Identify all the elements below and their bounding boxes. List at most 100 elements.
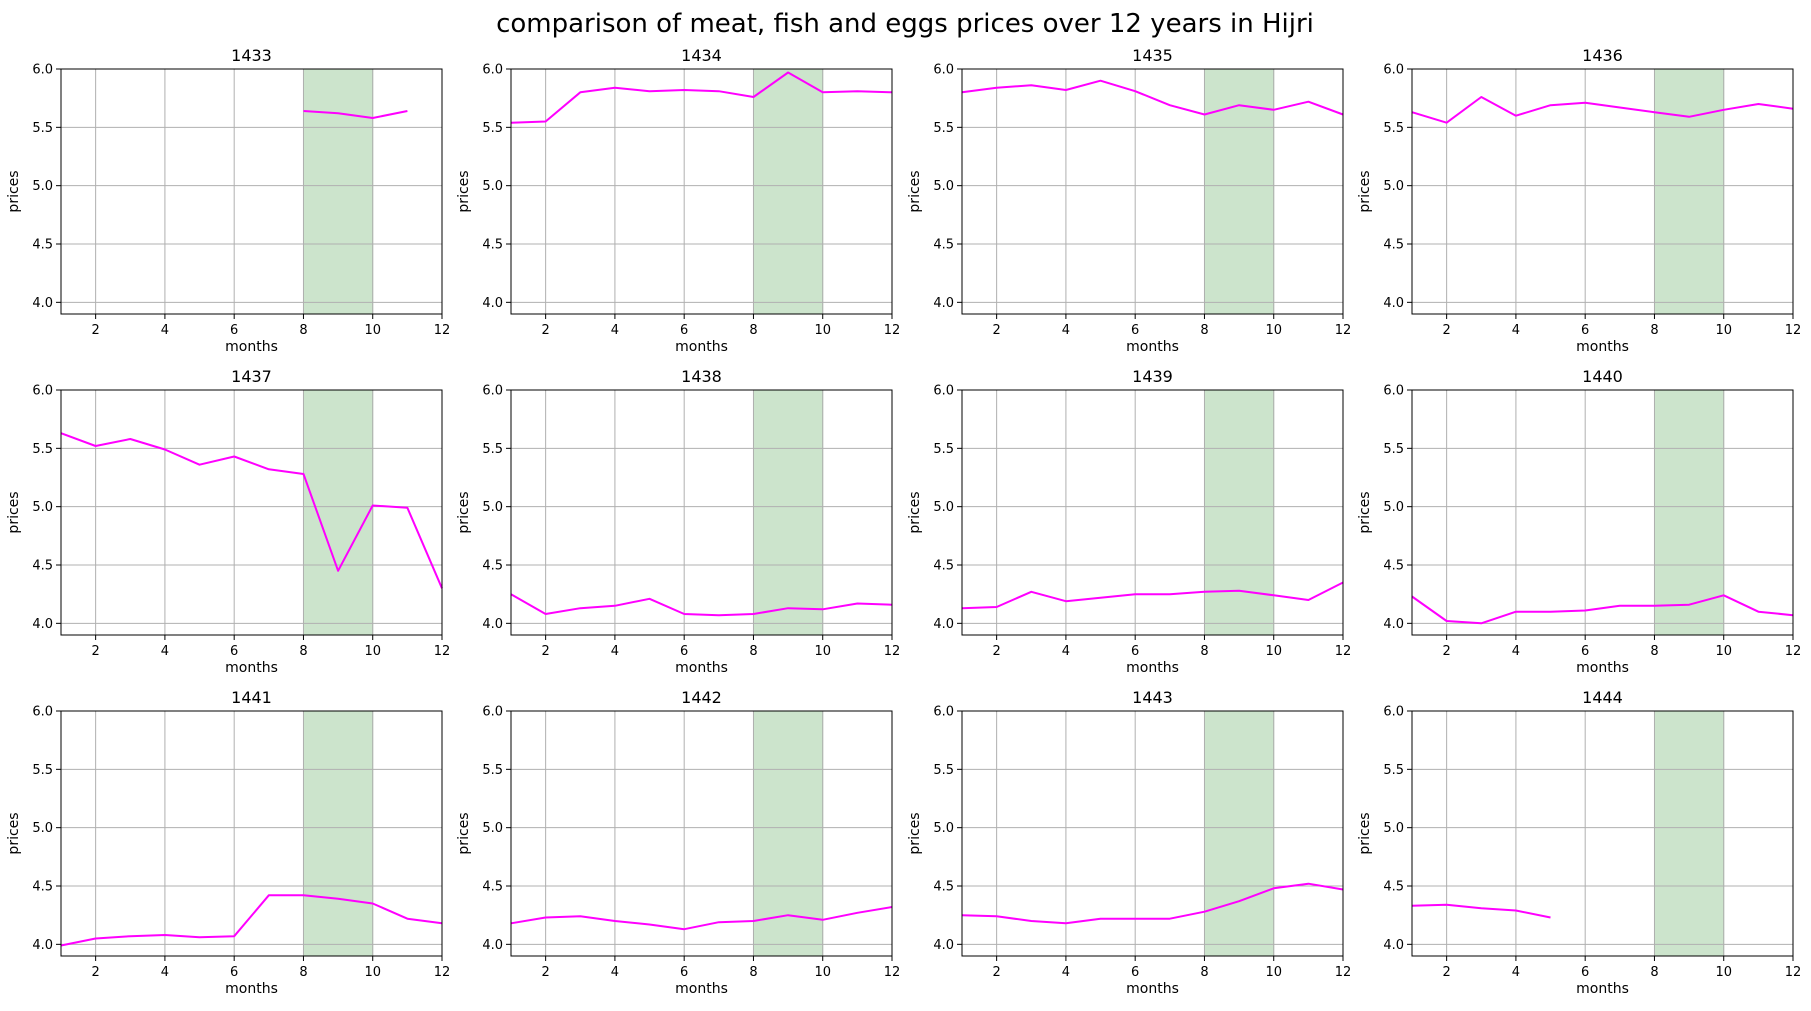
subplot-1442: 2 4 6 8 10 12 4.0 4.5 5.0 5.5 6.0 1442 months prices <box>456 688 900 997</box>
y-tick-label: 4.0 <box>933 296 954 311</box>
y-tick-label: 4.5 <box>933 238 954 253</box>
x-axis-label: months <box>225 660 278 676</box>
y-axis-label: prices <box>1357 170 1373 212</box>
series-line <box>60 432 443 589</box>
x-tick-label: 2 <box>91 644 99 659</box>
subplot-1436: 2 4 6 8 10 12 4.0 4.5 5.0 5.5 6.0 1436 months prices <box>1357 46 1801 355</box>
x-tick-label: 12 <box>434 323 451 338</box>
x-tick-label: 2 <box>992 323 1000 338</box>
x-tick-label: 12 <box>1335 644 1352 659</box>
y-axis-label: prices <box>456 812 472 854</box>
x-axis-label: months <box>1126 981 1179 997</box>
subplot-title: 1439 <box>1132 367 1173 386</box>
y-tick-label: 4.0 <box>933 938 954 953</box>
y-tick-label: 6.0 <box>32 384 53 399</box>
subplot-1437: 2 4 6 8 10 12 4.0 4.5 5.0 5.5 6.0 1437 months prices <box>6 367 450 676</box>
subplot-1434: 2 4 6 8 10 12 4.0 4.5 5.0 5.5 6.0 1434 months prices <box>456 46 900 355</box>
y-axis-label: prices <box>1357 812 1373 854</box>
x-axis-label: months <box>675 339 728 355</box>
x-tick-label: 10 <box>1265 323 1282 338</box>
x-tick-label: 2 <box>1442 644 1450 659</box>
y-axis-label: prices <box>456 491 472 533</box>
y-tick-label: 5.0 <box>1383 821 1404 836</box>
x-tick-label: 6 <box>1131 644 1139 659</box>
x-tick-label: 6 <box>1581 644 1589 659</box>
figure-title: comparison of meat, fish and eggs prices… <box>496 9 1314 39</box>
x-tick-label: 12 <box>1785 965 1802 980</box>
highlight-span <box>1204 389 1275 636</box>
series-line <box>1411 594 1794 625</box>
x-tick-label: 10 <box>1715 644 1732 659</box>
axes-frame <box>60 710 443 957</box>
x-tick-label: 2 <box>91 323 99 338</box>
series-line <box>1411 96 1794 124</box>
x-tick-label: 8 <box>1200 965 1208 980</box>
x-axis-label: months <box>675 660 728 676</box>
x-tick-label: 8 <box>299 965 307 980</box>
x-tick-label: 10 <box>1265 644 1282 659</box>
x-tick-label: 4 <box>611 644 619 659</box>
y-tick-label: 5.5 <box>1383 442 1404 457</box>
series-line <box>961 882 1344 925</box>
axes-frame <box>1411 389 1794 636</box>
x-tick-label: 12 <box>1335 323 1352 338</box>
y-tick-label: 5.0 <box>933 500 954 515</box>
x-tick-label: 4 <box>1512 323 1520 338</box>
series-line <box>961 581 1344 610</box>
x-tick-label: 2 <box>541 965 549 980</box>
y-tick-label: 5.0 <box>32 821 53 836</box>
x-tick-label: 12 <box>1785 644 1802 659</box>
y-tick-label: 5.5 <box>1383 763 1404 778</box>
y-tick-label: 5.0 <box>1383 500 1404 515</box>
subplot-title: 1436 <box>1582 46 1623 65</box>
subplot-1433: 2 4 6 8 10 12 4.0 4.5 5.0 5.5 6.0 1433 months prices <box>6 46 450 355</box>
y-axis-label: prices <box>907 170 923 212</box>
x-axis-label: months <box>1576 660 1629 676</box>
subplot-1443: 2 4 6 8 10 12 4.0 4.5 5.0 5.5 6.0 1443 months prices <box>907 688 1351 997</box>
y-tick-label: 5.0 <box>32 179 53 194</box>
x-tick-label: 4 <box>161 644 169 659</box>
x-tick-label: 6 <box>680 965 688 980</box>
axes-frame <box>1411 68 1794 315</box>
x-tick-label: 6 <box>680 644 688 659</box>
subplot-title: 1434 <box>681 46 722 65</box>
x-tick-label: 12 <box>884 323 901 338</box>
series-line <box>510 906 893 931</box>
y-axis-label: prices <box>907 491 923 533</box>
y-axis-label: prices <box>1357 491 1373 533</box>
axes-frame <box>510 710 893 957</box>
subplot-title: 1437 <box>231 367 272 386</box>
x-tick-label: 4 <box>611 965 619 980</box>
x-tick-label: 6 <box>1581 965 1589 980</box>
x-tick-label: 4 <box>1512 965 1520 980</box>
x-tick-label: 8 <box>1200 644 1208 659</box>
y-tick-label: 4.5 <box>32 880 53 895</box>
x-tick-label: 10 <box>364 323 381 338</box>
x-tick-label: 6 <box>680 323 688 338</box>
y-tick-label: 4.5 <box>482 559 503 574</box>
x-tick-label: 12 <box>884 644 901 659</box>
x-tick-label: 8 <box>299 323 307 338</box>
y-tick-label: 5.5 <box>1383 121 1404 136</box>
x-tick-label: 4 <box>1062 965 1070 980</box>
y-tick-label: 6.0 <box>933 384 954 399</box>
x-tick-label: 2 <box>91 965 99 980</box>
highlight-span <box>753 389 824 636</box>
x-axis-label: months <box>225 981 278 997</box>
subplot-title: 1441 <box>231 688 272 707</box>
y-tick-label: 6.0 <box>482 705 503 720</box>
y-tick-label: 5.5 <box>32 442 53 457</box>
y-tick-label: 4.0 <box>1383 296 1404 311</box>
y-tick-label: 4.0 <box>933 617 954 632</box>
x-axis-label: months <box>1576 339 1629 355</box>
x-tick-label: 10 <box>1715 965 1732 980</box>
y-tick-label: 4.5 <box>32 238 53 253</box>
series-line <box>60 894 443 947</box>
subplot-title: 1442 <box>681 688 722 707</box>
x-tick-label: 4 <box>1062 323 1070 338</box>
y-tick-label: 4.0 <box>1383 938 1404 953</box>
subplot-title: 1435 <box>1132 46 1173 65</box>
y-axis-label: prices <box>6 812 22 854</box>
y-tick-label: 5.5 <box>32 121 53 136</box>
